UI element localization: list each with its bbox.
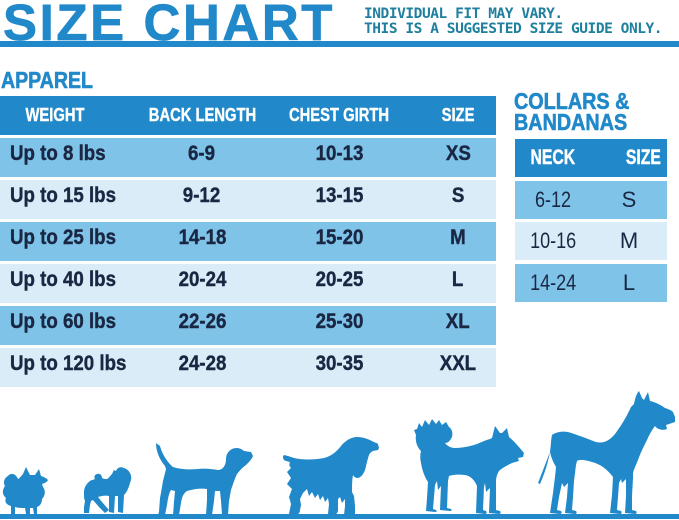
cocker-spaniel-silhouette (282, 437, 379, 516)
apparel-row-xl: Up to 60 lbs 22-26 25-30 XL (0, 306, 496, 345)
pug-silhouette (84, 467, 132, 513)
collars-row-m: 10-16 M (515, 222, 667, 260)
collars-table: NECK SIZE 6-12 S 10-16 M 14-24 L (515, 139, 667, 302)
apparel-cell: 24-28 (178, 351, 226, 375)
collars-col-neck: NECK (530, 146, 576, 169)
apparel-col-size: SIZE (441, 105, 475, 125)
apparel-heading: APPAREL (1, 67, 109, 93)
collars-col-size: SIZE (625, 146, 661, 169)
title-underline (0, 41, 679, 47)
apparel-cell: XL (446, 309, 470, 333)
apparel-row-m: Up to 25 lbs 14-18 15-20 M (0, 222, 496, 261)
cocker-spaniel-icon (282, 437, 379, 516)
apparel-cell: Up to 40 lbs (10, 267, 117, 291)
apparel-cell: Up to 8 lbs (10, 141, 106, 165)
apparel-col-chest-girth: CHEST GIRTH (288, 105, 390, 125)
pomeranian-icon (2, 467, 48, 514)
apparel-row-xxl: Up to 120 lbs 24-28 30-35 XXL (0, 348, 496, 387)
beagle-icon (156, 443, 253, 515)
collars-row-l: 14-24 L (515, 263, 667, 302)
disclaimer-line1: INDIVIDUAL FIT MAY VARY. (364, 6, 563, 22)
collars-cell: 14-24 (529, 269, 577, 295)
collars-heading-line1: COLLARS & (514, 88, 630, 114)
collars-heading-line2: BANDANAS (514, 109, 628, 136)
collars-header-row: NECK SIZE (515, 139, 667, 177)
apparel-cell: Up to 15 lbs (10, 183, 117, 207)
ground-line (0, 514, 679, 519)
collars-row-s: 6-12 S (515, 180, 667, 219)
husky-icon (414, 419, 524, 514)
apparel-row-s: Up to 15 lbs 9-12 13-15 S (0, 180, 496, 219)
apparel-cell: 30-35 (315, 351, 363, 375)
apparel-cell: L (452, 267, 464, 291)
apparel-header-row: WEIGHT BACK LENGTH CHEST GIRTH SIZE (0, 96, 496, 135)
collars-cell: S (621, 186, 637, 212)
beagle-silhouette (156, 443, 253, 515)
apparel-cell: XXL (439, 351, 477, 375)
husky-silhouette (414, 419, 524, 514)
apparel-row-l: Up to 40 lbs 20-24 20-25 L (0, 264, 496, 303)
disclaimer: INDIVIDUAL FIT MAY VARY. THIS IS A SUGGE… (364, 6, 663, 37)
collars-cell: 6-12 (534, 186, 572, 212)
apparel-heading-text: APPAREL (1, 67, 93, 93)
pug-icon (84, 467, 132, 513)
apparel-cell: 14-18 (178, 225, 226, 249)
great-dane-icon (538, 391, 675, 514)
page-title: SIZE CHART (3, 0, 335, 51)
collars-cell: M (619, 228, 639, 253)
apparel-cell: 6-9 (188, 141, 216, 165)
apparel-cell: 15-20 (315, 225, 363, 249)
apparel-cell: S (451, 183, 465, 207)
apparel-cell: 20-25 (315, 267, 363, 291)
apparel-cell: 20-24 (178, 267, 226, 291)
apparel-cell: 13-15 (315, 183, 363, 207)
apparel-cell: Up to 60 lbs (10, 309, 117, 333)
apparel-cell: Up to 25 lbs (10, 225, 117, 249)
collars-heading: COLLARS & BANDANAS (514, 88, 648, 136)
disclaimer-line2: THIS IS A SUGGESTED SIZE GUIDE ONLY. (364, 20, 663, 37)
apparel-col-back-length: BACK LENGTH (148, 105, 256, 125)
apparel-cell: Up to 120 lbs (10, 351, 127, 375)
collars-cell: L (622, 269, 636, 295)
collars-cell: 10-16 (529, 228, 577, 253)
apparel-cell: 22-26 (178, 309, 226, 333)
apparel-cell: 9-12 (183, 183, 221, 207)
apparel-cell: 10-13 (315, 141, 363, 165)
apparel-col-weight: WEIGHT (25, 105, 85, 125)
apparel-cell: M (450, 225, 466, 249)
great-dane-silhouette (538, 391, 675, 514)
apparel-table: WEIGHT BACK LENGTH CHEST GIRTH SIZE Up t… (0, 96, 496, 387)
pomeranian-silhouette (2, 467, 48, 514)
apparel-row-xs: Up to 8 lbs 6-9 10-13 XS (0, 138, 496, 177)
apparel-cell: XS (445, 141, 471, 165)
apparel-cell: 25-30 (315, 309, 363, 333)
